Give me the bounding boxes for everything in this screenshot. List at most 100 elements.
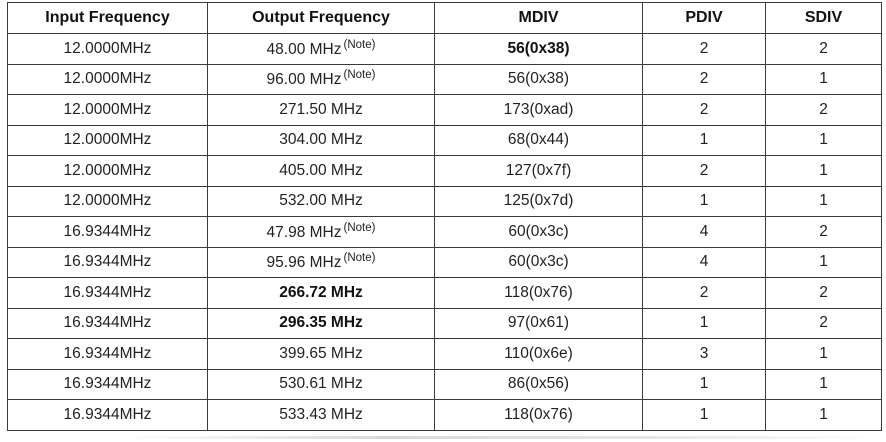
- cell-input-frequency: 16.9344MHz: [7, 246, 208, 278]
- cell-pdiv: 4: [642, 246, 766, 278]
- header-input-frequency: Input Frequency: [7, 2, 208, 34]
- header-sdiv: SDIV: [765, 2, 882, 34]
- bottom-scan-line: [120, 436, 880, 439]
- cell-sdiv: 1: [765, 185, 882, 217]
- cell-sdiv: 1: [765, 124, 882, 156]
- cell-mdiv: 125(0x7d): [434, 185, 643, 217]
- cell-output-frequency: 95.96 MHz (Note): [207, 246, 435, 278]
- note-marker: (Note): [343, 38, 376, 51]
- cell-sdiv: 2: [765, 33, 882, 65]
- table-row: 12.0000MHz 304.00 MHz 68(0x44) 1 1: [7, 124, 882, 156]
- cell-output-frequency: 96.00 MHz (Note): [207, 63, 435, 95]
- cell-output-frequency: 266.72 MHz: [207, 277, 435, 309]
- cell-output-frequency: 47.98 MHz (Note): [207, 216, 435, 248]
- output-frequency-value: 296.35 MHz: [279, 314, 363, 332]
- cell-input-frequency: 16.9344MHz: [7, 338, 208, 370]
- table-row: 16.9344MHz 266.72 MHz 118(0x76) 2 2: [7, 277, 882, 309]
- output-frequency-value: 405.00 MHz: [279, 161, 363, 179]
- cell-input-frequency: 16.9344MHz: [7, 277, 208, 309]
- cell-input-frequency: 16.9344MHz: [7, 399, 208, 431]
- cell-input-frequency: 16.9344MHz: [7, 307, 208, 339]
- cell-input-frequency: 12.0000MHz: [7, 63, 208, 95]
- cell-output-frequency: 405.00 MHz: [207, 155, 435, 187]
- table-row: 16.9344MHz 95.96 MHz (Note) 60(0x3c) 4 1: [7, 246, 882, 278]
- output-frequency-value: 304.00 MHz: [279, 131, 363, 149]
- cell-mdiv: 118(0x76): [434, 277, 643, 309]
- cell-output-frequency: 48.00 MHz (Note): [207, 33, 435, 65]
- cell-output-frequency: 399.65 MHz: [207, 338, 435, 370]
- cell-pdiv: 1: [642, 124, 766, 156]
- output-frequency-value: 533.43 MHz: [279, 405, 363, 423]
- cell-pdiv: 2: [642, 155, 766, 187]
- cell-input-frequency: 12.0000MHz: [7, 185, 208, 217]
- table-row: 16.9344MHz 296.35 MHz 97(0x61) 1 2: [7, 307, 882, 339]
- table-header-row: Input Frequency Output Frequency MDIV PD…: [7, 2, 882, 34]
- cell-output-frequency: 271.50 MHz: [207, 94, 435, 126]
- table-row: 16.9344MHz 399.65 MHz 110(0x6e) 3 1: [7, 338, 882, 370]
- cell-sdiv: 2: [765, 216, 882, 248]
- output-frequency-value: 530.61 MHz: [279, 375, 363, 393]
- cell-sdiv: 1: [765, 155, 882, 187]
- table-row: 12.0000MHz 405.00 MHz 127(0x7f) 2 1: [7, 155, 882, 187]
- cell-mdiv: 127(0x7f): [434, 155, 643, 187]
- cell-sdiv: 2: [765, 277, 882, 309]
- cell-mdiv: 118(0x76): [434, 399, 643, 431]
- cell-mdiv: 110(0x6e): [434, 338, 643, 370]
- cell-mdiv: 56(0x38): [434, 63, 643, 95]
- output-frequency-value: 48.00 MHz: [266, 40, 342, 58]
- cell-pdiv: 3: [642, 338, 766, 370]
- cell-sdiv: 1: [765, 338, 882, 370]
- cell-sdiv: 1: [765, 246, 882, 278]
- table-row: 16.9344MHz 533.43 MHz 118(0x76) 1 1: [7, 399, 882, 431]
- cell-output-frequency: 533.43 MHz: [207, 399, 435, 431]
- cell-pdiv: 1: [642, 307, 766, 339]
- cell-output-frequency: 530.61 MHz: [207, 368, 435, 400]
- header-mdiv: MDIV: [434, 2, 643, 34]
- note-marker: (Note): [343, 69, 376, 82]
- cell-input-frequency: 16.9344MHz: [7, 368, 208, 400]
- cell-output-frequency: 304.00 MHz: [207, 124, 435, 156]
- output-frequency-value: 532.00 MHz: [279, 192, 363, 210]
- output-frequency-value: 266.72 MHz: [279, 283, 363, 301]
- cell-mdiv: 173(0xad): [434, 94, 643, 126]
- cell-pdiv: 2: [642, 33, 766, 65]
- cell-mdiv: 97(0x61): [434, 307, 643, 339]
- cell-output-frequency: 296.35 MHz: [207, 307, 435, 339]
- cell-mdiv: 68(0x44): [434, 124, 643, 156]
- header-pdiv: PDIV: [642, 2, 766, 34]
- cell-pdiv: 2: [642, 94, 766, 126]
- cell-sdiv: 1: [765, 399, 882, 431]
- table-row: 16.9344MHz 47.98 MHz (Note) 60(0x3c) 4 2: [7, 216, 882, 248]
- cell-sdiv: 1: [765, 368, 882, 400]
- output-frequency-value: 399.65 MHz: [279, 344, 363, 362]
- table-row: 12.0000MHz 271.50 MHz 173(0xad) 2 2: [7, 94, 882, 126]
- cell-output-frequency: 532.00 MHz: [207, 185, 435, 217]
- table-row: 12.0000MHz 96.00 MHz (Note) 56(0x38) 2 1: [7, 63, 882, 95]
- output-frequency-value: 271.50 MHz: [279, 100, 363, 118]
- cell-input-frequency: 12.0000MHz: [7, 155, 208, 187]
- cell-mdiv: 60(0x3c): [434, 216, 643, 248]
- output-frequency-value: 95.96 MHz: [266, 254, 342, 272]
- cell-sdiv: 2: [765, 94, 882, 126]
- pll-divider-table-container: Input Frequency Output Frequency MDIV PD…: [7, 2, 882, 431]
- table-row: 12.0000MHz 48.00 MHz (Note) 56(0x38) 2 2: [7, 33, 882, 65]
- cell-pdiv: 2: [642, 63, 766, 95]
- pll-divider-table: Input Frequency Output Frequency MDIV PD…: [7, 2, 882, 431]
- table-body: 12.0000MHz 48.00 MHz (Note) 56(0x38) 2 2 12.00…: [7, 33, 882, 431]
- cell-pdiv: 4: [642, 216, 766, 248]
- note-marker: (Note): [343, 221, 376, 234]
- output-frequency-value: 96.00 MHz: [266, 71, 342, 89]
- cell-mdiv: 60(0x3c): [434, 246, 643, 278]
- cell-pdiv: 1: [642, 185, 766, 217]
- cell-pdiv: 1: [642, 399, 766, 431]
- cell-sdiv: 2: [765, 307, 882, 339]
- cell-input-frequency: 12.0000MHz: [7, 124, 208, 156]
- cell-sdiv: 1: [765, 63, 882, 95]
- output-frequency-value: 47.98 MHz: [266, 223, 342, 241]
- cell-mdiv: 86(0x56): [434, 368, 643, 400]
- cell-input-frequency: 16.9344MHz: [7, 216, 208, 248]
- cell-mdiv: 56(0x38): [434, 33, 643, 65]
- cell-input-frequency: 12.0000MHz: [7, 33, 208, 65]
- table-row: 16.9344MHz 530.61 MHz 86(0x56) 1 1: [7, 368, 882, 400]
- header-output-frequency: Output Frequency: [207, 2, 435, 34]
